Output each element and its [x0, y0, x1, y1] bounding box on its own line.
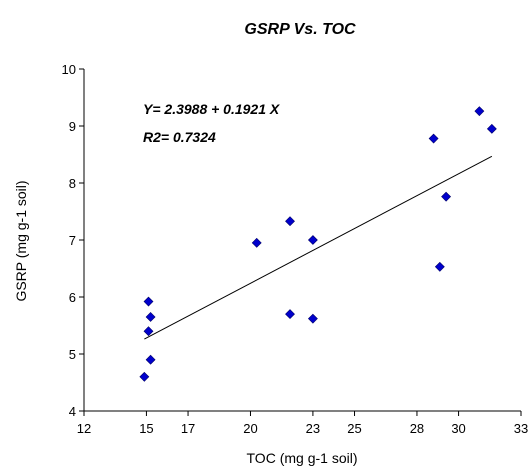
y-tick-label: 7: [69, 233, 76, 248]
data-point: [145, 354, 156, 365]
trend-line: [144, 155, 493, 340]
y-tick-label: 6: [69, 290, 76, 305]
y-tick-label: 9: [69, 119, 76, 134]
y-tick-label: 10: [62, 62, 76, 77]
y-tick-label: 8: [69, 176, 76, 191]
data-point: [285, 309, 295, 320]
x-tick-label: 23: [306, 421, 320, 436]
y-axis: 4 5 6 7 8 9 10: [62, 62, 85, 419]
x-axis: 12 15 17 20 23 25 28 30 33: [77, 410, 528, 436]
x-tick-label: 15: [139, 421, 153, 436]
r-squared-label: R2= 0.7324: [143, 129, 216, 145]
x-tick-label: 20: [243, 421, 257, 436]
x-tick-label: 17: [181, 421, 195, 436]
data-point: [474, 106, 485, 117]
x-tick-label: 33: [514, 421, 528, 436]
x-tick-label: 30: [451, 421, 465, 436]
data-point: [143, 296, 154, 307]
data-point: [143, 326, 154, 337]
x-axis-label: TOC (mg g-1 soil): [247, 450, 358, 466]
data-point: [434, 261, 445, 272]
y-tick-label: 5: [69, 347, 76, 362]
data-point: [307, 235, 318, 245]
data-point: [486, 123, 497, 134]
data-point: [145, 312, 156, 322]
y-tick-label: 4: [69, 404, 76, 419]
data-points: [139, 106, 497, 382]
x-tick-label: 28: [410, 421, 424, 436]
data-point: [441, 191, 452, 202]
data-point: [139, 371, 150, 382]
x-tick-label: 25: [347, 421, 361, 436]
x-tick-label: 12: [77, 421, 91, 436]
data-point: [285, 216, 295, 227]
y-axis-label: GSRP (mg g-1 soil): [13, 180, 29, 301]
data-point: [307, 313, 318, 324]
data-point: [251, 237, 262, 248]
chart-title: GSRP Vs. TOC: [244, 21, 356, 38]
regression-equation: Y= 2.3988 + 0.1921 X: [143, 101, 281, 117]
data-point: [428, 133, 439, 144]
